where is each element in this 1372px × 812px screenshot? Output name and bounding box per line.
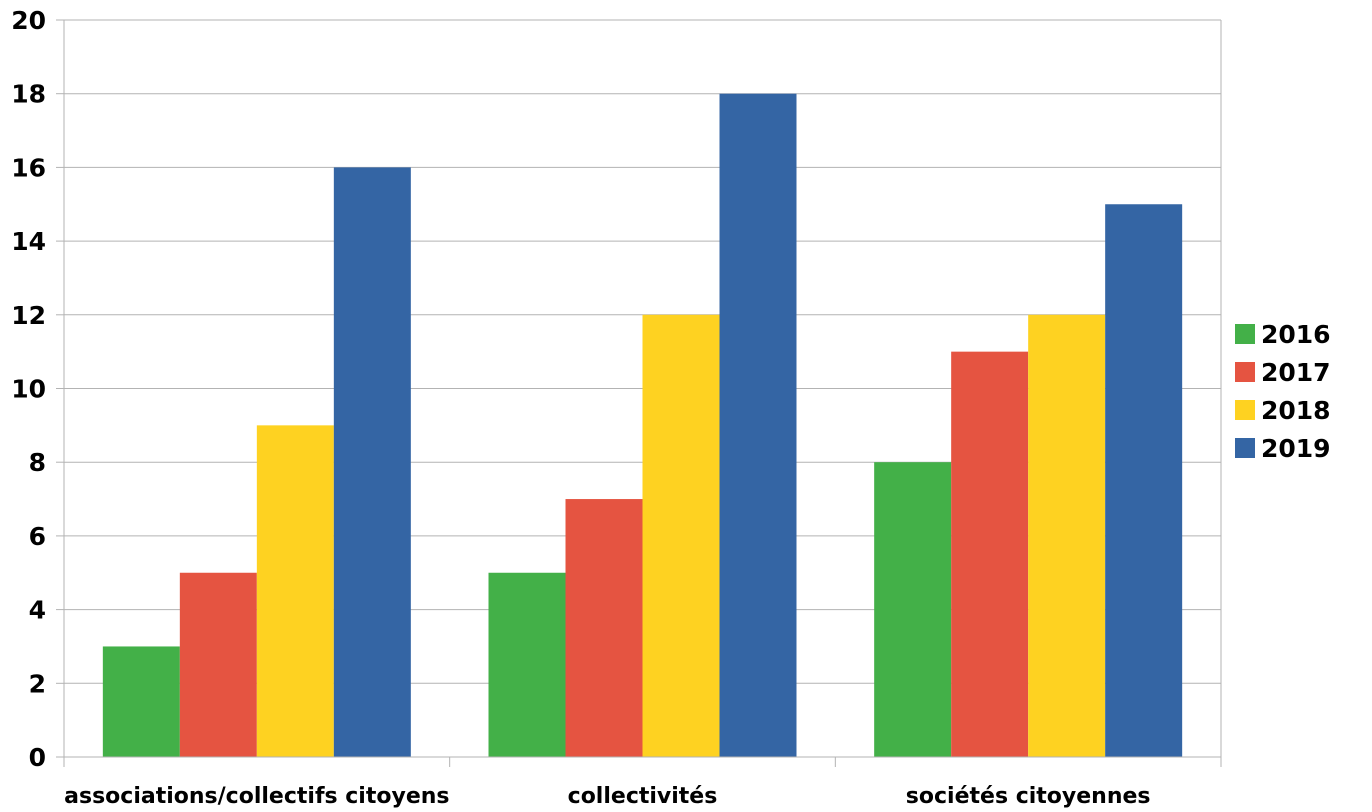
y-tick-label: 14 [11, 227, 46, 256]
legend-label: 2019 [1261, 434, 1331, 463]
y-tick-label: 0 [29, 743, 46, 772]
y-tick-label: 18 [11, 80, 46, 109]
bar-2016-0 [102, 646, 180, 757]
legend-swatch [1235, 438, 1255, 458]
legend-item-2019: 2019 [1235, 434, 1331, 463]
y-tick-label: 8 [29, 448, 46, 477]
y-tick-label: 2 [29, 669, 46, 698]
bar-2019-0 [333, 167, 411, 757]
legend: 2016 2017 2018 2019 [1235, 320, 1331, 463]
bar-2019-2 [1105, 204, 1183, 757]
axes [56, 19, 1222, 767]
y-tick-label: 10 [11, 375, 46, 404]
x-category-label: sociétés citoyennes [906, 784, 1151, 809]
y-tick-label: 20 [11, 6, 46, 35]
bar-2018-1 [642, 314, 720, 757]
legend-item-2017: 2017 [1235, 358, 1331, 387]
legend-label: 2016 [1261, 320, 1331, 349]
x-category-label: collectivités [568, 784, 718, 809]
x-category-labels: associations/collectifs citoyens collecti… [64, 784, 1150, 809]
bar-2016-1 [488, 572, 566, 757]
legend-label: 2017 [1261, 358, 1331, 387]
legend-swatch [1235, 400, 1255, 420]
y-tick-label: 12 [11, 301, 46, 330]
bar-2018-0 [256, 425, 334, 757]
legend-item-2016: 2016 [1235, 320, 1331, 349]
legend-swatch [1235, 324, 1255, 344]
y-tick-label: 6 [29, 522, 46, 551]
bar-2016-2 [874, 462, 952, 757]
y-tick-labels: 0 2 4 6 8 10 12 14 16 18 20 [11, 6, 46, 772]
bar-2017-0 [179, 572, 257, 757]
bar-2018-2 [1028, 314, 1106, 757]
y-tick-label: 4 [29, 596, 46, 625]
bar-2019-1 [719, 93, 797, 757]
legend-swatch [1235, 362, 1255, 382]
bar-2017-2 [951, 351, 1029, 757]
bar-2017-1 [565, 499, 643, 757]
bars [102, 93, 1183, 757]
x-category-label: associations/collectifs citoyens [64, 784, 449, 809]
legend-item-2018: 2018 [1235, 396, 1331, 425]
legend-label: 2018 [1261, 396, 1331, 425]
y-tick-label: 16 [11, 153, 46, 182]
